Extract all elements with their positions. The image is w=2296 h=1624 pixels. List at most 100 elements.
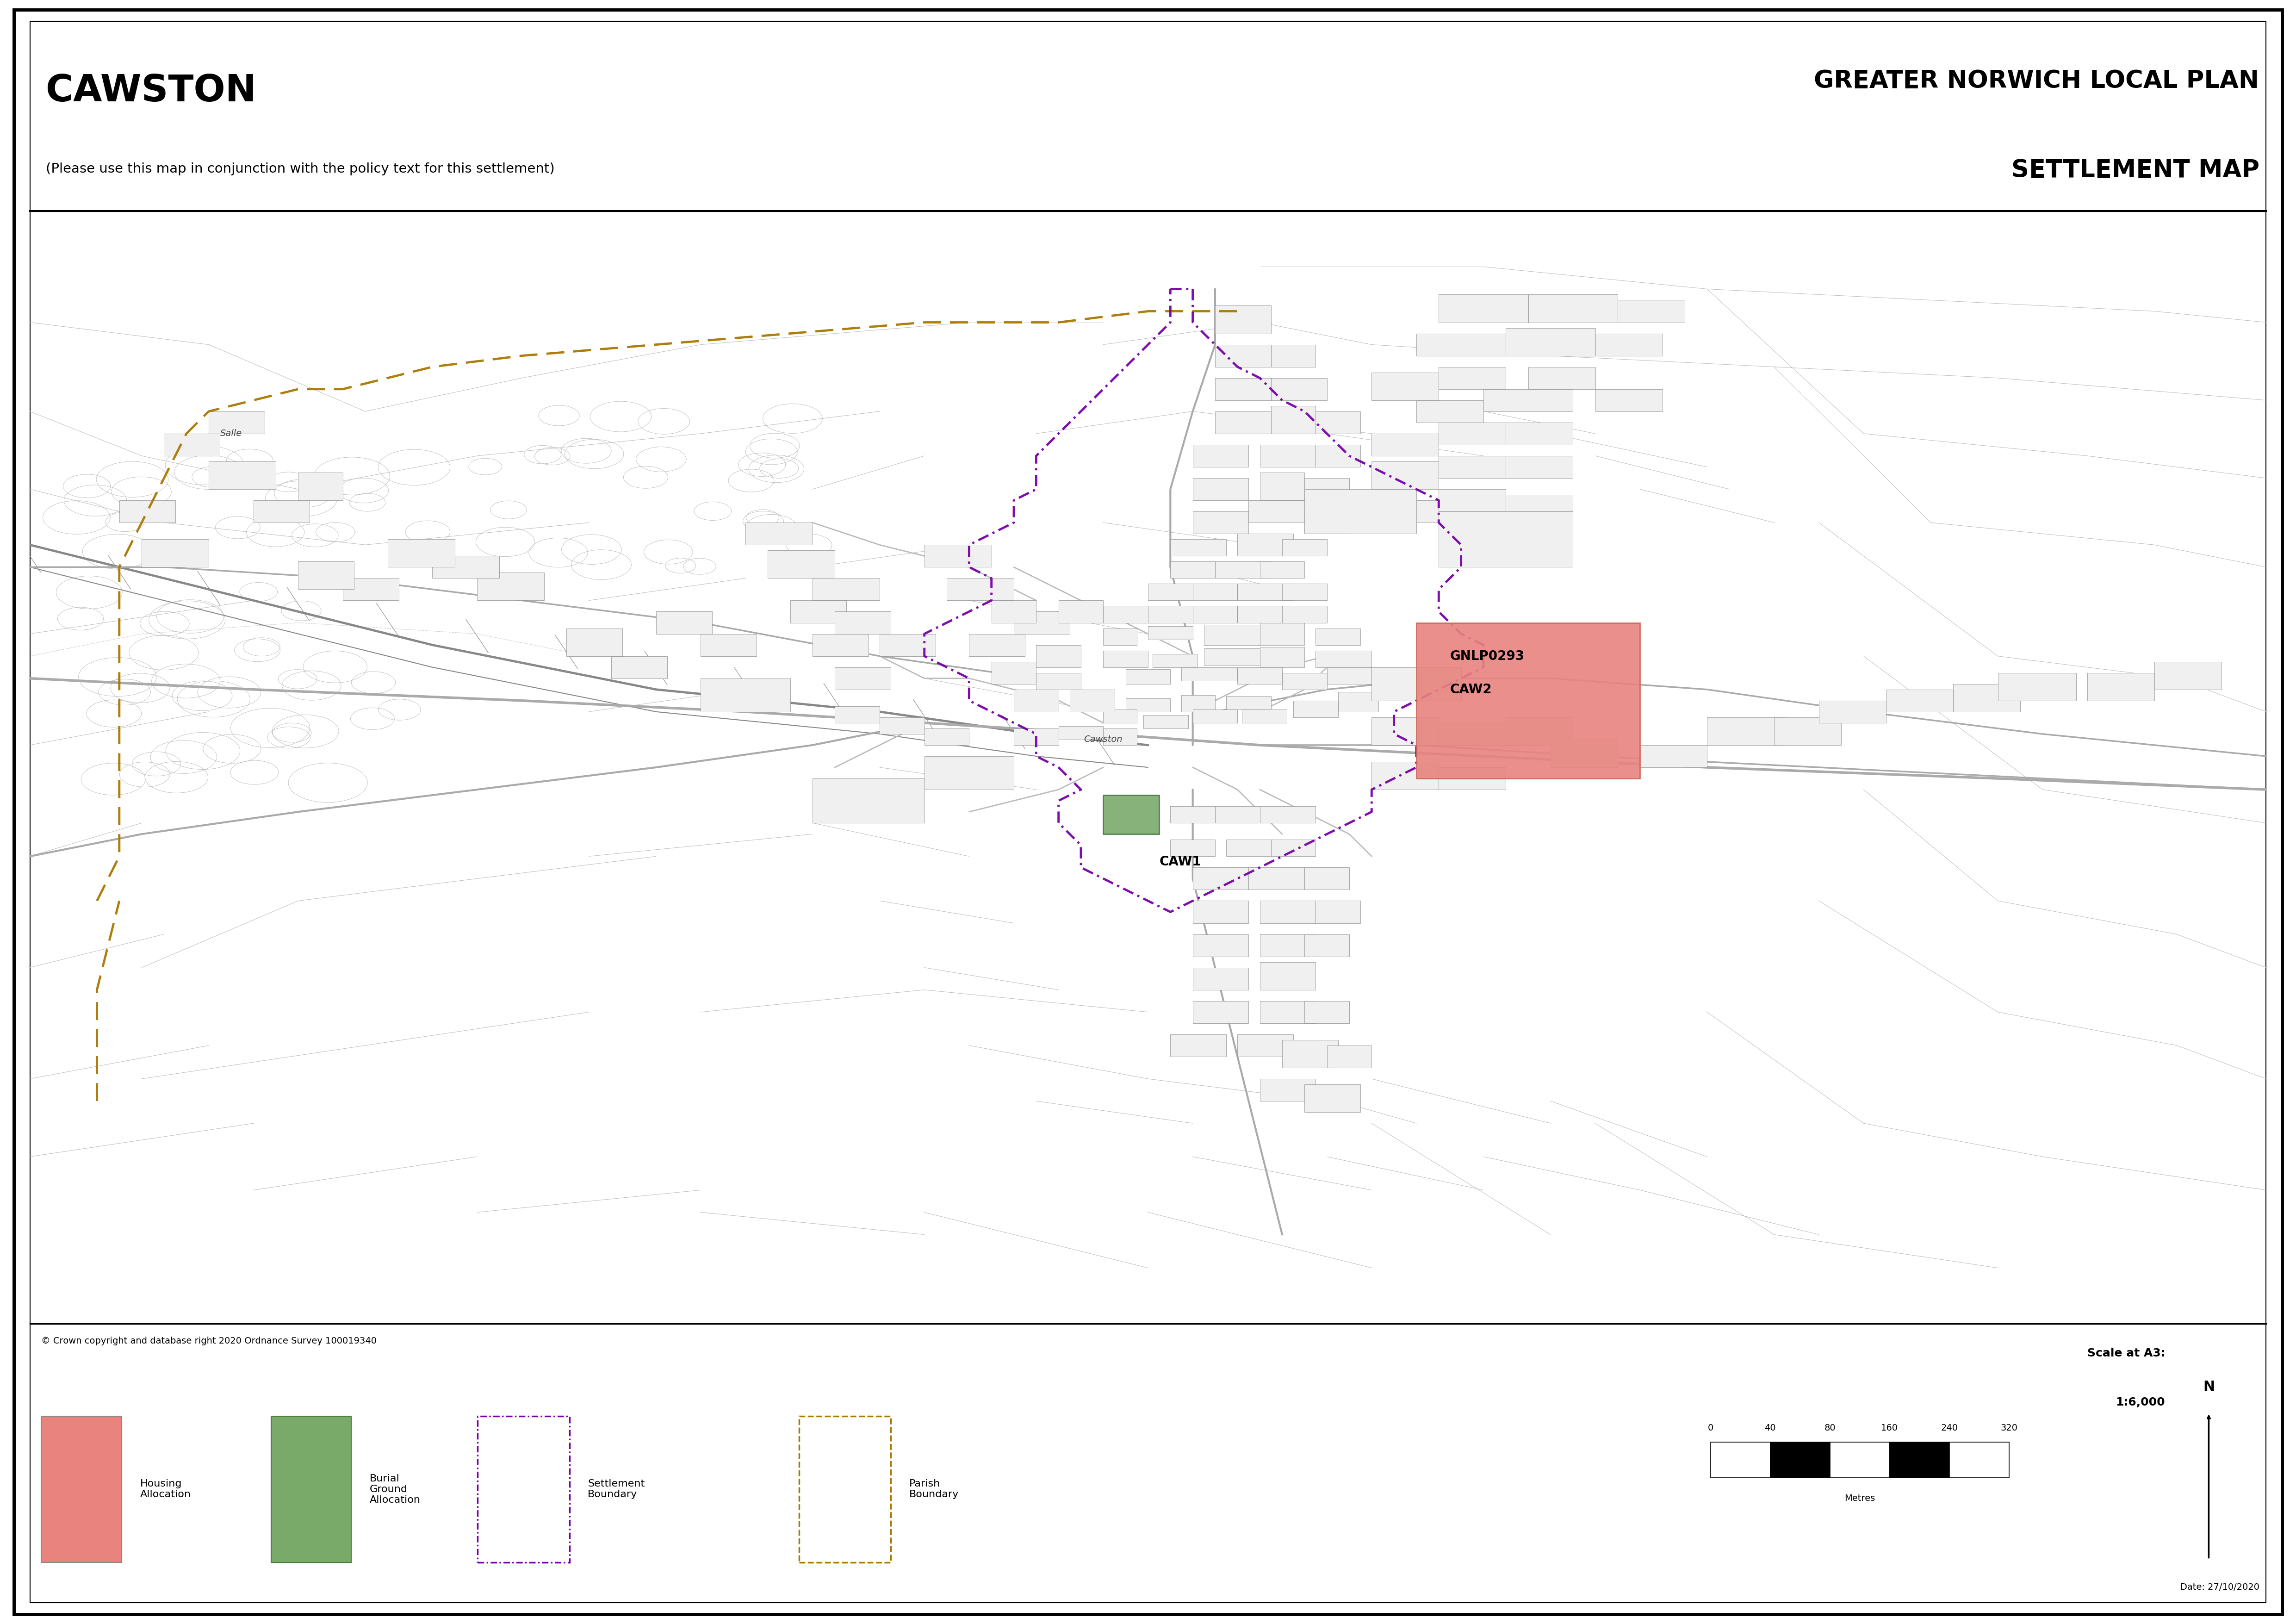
- Bar: [1015, 612, 1070, 633]
- Bar: [1261, 622, 1304, 645]
- Bar: [1148, 583, 1192, 601]
- Bar: [1506, 718, 1573, 745]
- Bar: [1182, 667, 1238, 680]
- Bar: [1281, 672, 1327, 690]
- Text: GREATER NORWICH LOCAL PLAN: GREATER NORWICH LOCAL PLAN: [1814, 70, 2259, 93]
- Bar: [1293, 700, 1339, 718]
- Bar: [1949, 1442, 2009, 1478]
- Text: 320: 320: [2000, 1424, 2018, 1432]
- Bar: [925, 729, 969, 745]
- Bar: [1304, 1085, 1362, 1112]
- Bar: [1238, 534, 1293, 555]
- Bar: [1171, 840, 1215, 856]
- Bar: [1261, 445, 1316, 468]
- Bar: [1596, 390, 1662, 411]
- Bar: [1171, 539, 1226, 555]
- Bar: [1417, 622, 1639, 778]
- Bar: [1281, 606, 1327, 622]
- Bar: [1192, 445, 1249, 468]
- Bar: [1104, 796, 1159, 835]
- Text: 160: 160: [1880, 1424, 1899, 1432]
- Bar: [1238, 1034, 1293, 1057]
- Bar: [1371, 372, 1440, 400]
- Bar: [1304, 477, 1350, 500]
- Bar: [1203, 648, 1261, 664]
- Bar: [1192, 1000, 1249, 1023]
- Bar: [1242, 710, 1286, 723]
- Text: N: N: [2202, 1380, 2216, 1393]
- Bar: [1148, 627, 1192, 640]
- Bar: [41, 1416, 122, 1562]
- Bar: [1371, 500, 1440, 523]
- Bar: [1015, 690, 1058, 711]
- Bar: [1261, 901, 1316, 922]
- Bar: [1215, 344, 1272, 367]
- Bar: [1272, 406, 1316, 434]
- Bar: [1440, 489, 1506, 512]
- Bar: [1506, 422, 1573, 445]
- Bar: [1440, 367, 1506, 390]
- Bar: [1316, 411, 1362, 434]
- Bar: [1192, 901, 1249, 922]
- Bar: [2087, 672, 2154, 700]
- Text: 1:6,000: 1:6,000: [2117, 1397, 2165, 1408]
- Bar: [611, 656, 668, 679]
- Text: 80: 80: [1825, 1424, 1835, 1432]
- Text: CAW2: CAW2: [1449, 684, 1492, 697]
- Bar: [799, 1416, 891, 1562]
- Bar: [1143, 715, 1189, 729]
- Bar: [700, 633, 758, 656]
- Bar: [1215, 305, 1272, 333]
- Bar: [1261, 473, 1304, 500]
- Bar: [1261, 934, 1316, 957]
- Text: (Please use this map in conjunction with the policy text for this settlement): (Please use this map in conjunction with…: [46, 162, 556, 175]
- Bar: [163, 434, 220, 456]
- Bar: [1506, 328, 1596, 356]
- Text: CAWSTON: CAWSTON: [46, 73, 257, 109]
- Text: Scale at A3:: Scale at A3:: [2087, 1348, 2165, 1359]
- Bar: [1182, 695, 1215, 711]
- Text: © Crown copyright and database right 2020 Ordnance Survey 100019340: © Crown copyright and database right 202…: [41, 1337, 377, 1345]
- Bar: [1192, 968, 1249, 989]
- Bar: [478, 573, 544, 601]
- Bar: [1711, 1442, 1770, 1478]
- Bar: [1192, 710, 1238, 723]
- Bar: [925, 544, 992, 567]
- Bar: [1249, 867, 1304, 890]
- Bar: [992, 661, 1035, 684]
- Bar: [1639, 745, 1706, 767]
- Bar: [813, 633, 868, 656]
- Bar: [1272, 840, 1316, 856]
- Bar: [1192, 867, 1249, 890]
- Bar: [1192, 477, 1249, 500]
- Bar: [1440, 456, 1506, 477]
- Bar: [1371, 667, 1460, 700]
- Bar: [1316, 651, 1371, 667]
- Text: SETTLEMENT MAP: SETTLEMENT MAP: [2011, 159, 2259, 182]
- Bar: [1316, 628, 1362, 645]
- Bar: [119, 500, 174, 523]
- Bar: [1192, 583, 1238, 601]
- Bar: [478, 1416, 569, 1562]
- Text: Housing
Allocation: Housing Allocation: [140, 1479, 191, 1499]
- Bar: [1770, 1442, 1830, 1478]
- Bar: [836, 706, 879, 723]
- Bar: [1215, 562, 1272, 578]
- Bar: [1440, 512, 1573, 567]
- Bar: [1104, 729, 1137, 745]
- Bar: [1596, 333, 1662, 356]
- Text: Date: 27/10/2020: Date: 27/10/2020: [2181, 1583, 2259, 1592]
- Bar: [1304, 867, 1350, 890]
- Bar: [1203, 625, 1261, 645]
- Bar: [432, 555, 501, 578]
- Text: Metres: Metres: [1844, 1494, 1876, 1502]
- Bar: [1339, 692, 1378, 711]
- Text: Cawston: Cawston: [1084, 736, 1123, 744]
- Bar: [1281, 1039, 1339, 1067]
- Bar: [746, 523, 813, 544]
- Bar: [1148, 606, 1192, 622]
- Bar: [992, 601, 1035, 622]
- Bar: [1035, 672, 1081, 690]
- Bar: [1035, 645, 1081, 667]
- Bar: [1619, 300, 1685, 322]
